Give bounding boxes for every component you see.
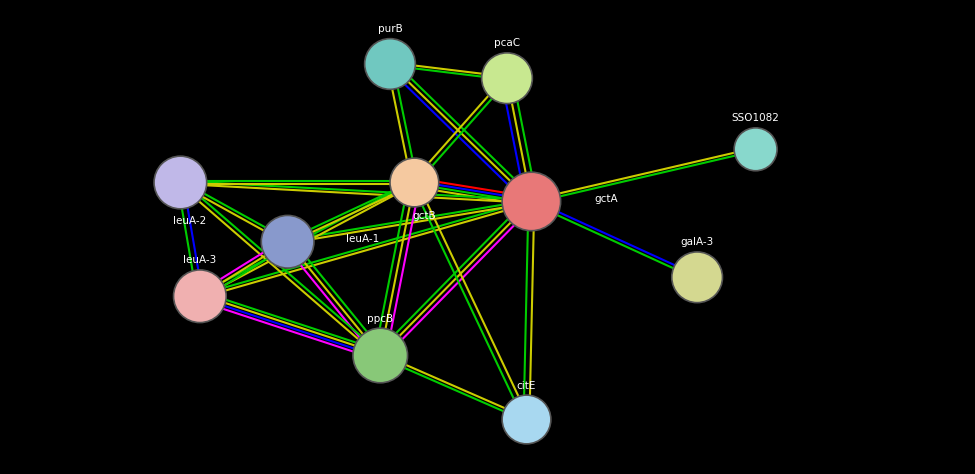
Ellipse shape	[502, 172, 561, 231]
Text: leuA-2: leuA-2	[174, 216, 207, 226]
Ellipse shape	[734, 128, 777, 171]
Ellipse shape	[365, 39, 415, 89]
Ellipse shape	[174, 270, 226, 323]
Ellipse shape	[353, 328, 408, 383]
Text: SSO1082: SSO1082	[731, 113, 780, 123]
Text: gctA: gctA	[595, 194, 618, 204]
Ellipse shape	[672, 252, 722, 302]
Text: gctB: gctB	[412, 211, 436, 221]
Text: galA-3: galA-3	[681, 237, 714, 247]
Text: purB: purB	[377, 24, 403, 34]
Text: leuA-3: leuA-3	[183, 255, 216, 265]
Ellipse shape	[482, 53, 532, 103]
Ellipse shape	[390, 158, 439, 207]
Text: ppcB: ppcB	[368, 314, 393, 324]
Text: pcaC: pcaC	[494, 38, 520, 48]
Text: citE: citE	[517, 381, 536, 391]
Ellipse shape	[261, 215, 314, 268]
Ellipse shape	[154, 156, 207, 209]
Text: leuA-1: leuA-1	[346, 234, 379, 245]
Ellipse shape	[502, 395, 551, 444]
